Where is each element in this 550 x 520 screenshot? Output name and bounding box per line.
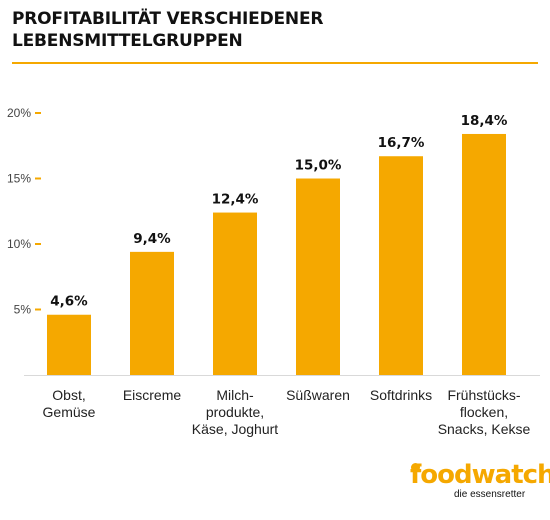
bar	[296, 178, 340, 375]
category-label: Eiscreme	[123, 387, 182, 403]
category-label-line: Softdrinks	[370, 387, 432, 403]
logo-dot-icon	[411, 463, 420, 472]
category-label: Süßwaren	[286, 387, 350, 403]
category-label-line: Eiscreme	[123, 387, 182, 403]
category-label: Softdrinks	[370, 387, 432, 403]
data-label: 15,0%	[295, 158, 342, 174]
bar	[47, 314, 91, 375]
data-label: 12,4%	[212, 192, 259, 208]
category-label: Milch-produkte, Käse, Joghurt	[192, 387, 278, 437]
data-label: 16,7%	[378, 135, 425, 151]
bar-chart: 5% 10% 15% 20% 4,6% Obst, Gemüse 9,4% Eiscreme 12…	[7, 106, 540, 437]
title-underline	[12, 62, 538, 64]
category-label-line: Obst,	[52, 387, 85, 403]
category-label: Obst, Gemüse	[43, 387, 96, 420]
category-label-line: Gemüse	[43, 404, 96, 420]
y-tick-label: 5%	[14, 303, 32, 317]
data-label: 4,6%	[50, 294, 88, 310]
category-label: Frühstücks-flocken, Snacks, Kekse	[438, 387, 531, 437]
bar	[213, 212, 257, 375]
data-label: 18,4%	[461, 113, 508, 129]
chart-title: PROFITABILITÄT VERSCHIEDENER LEBENSMITTE…	[12, 9, 324, 51]
category-label-line: produkte,	[206, 404, 264, 420]
category-label-line: Snacks, Kekse	[438, 421, 531, 437]
data-label: 9,4%	[133, 231, 171, 247]
logo-tagline: die essensretter	[454, 489, 526, 500]
category-label-line: Frühstücks-	[447, 387, 520, 403]
bar	[379, 156, 423, 375]
bar	[462, 133, 506, 375]
logo-wordmark: foodwatch	[410, 460, 550, 490]
category-label-line: Milch-	[216, 387, 254, 403]
y-tick-label: 15%	[7, 172, 31, 186]
foodwatch-logo: foodwatch die essensretter	[410, 460, 550, 500]
y-tick-label: 10%	[7, 237, 31, 251]
y-tick-label: 20%	[7, 106, 31, 120]
bar	[130, 251, 174, 375]
category-label-line: flocken,	[460, 404, 508, 420]
category-label-line: Süßwaren	[286, 387, 350, 403]
category-label-line: Käse, Joghurt	[192, 421, 278, 437]
